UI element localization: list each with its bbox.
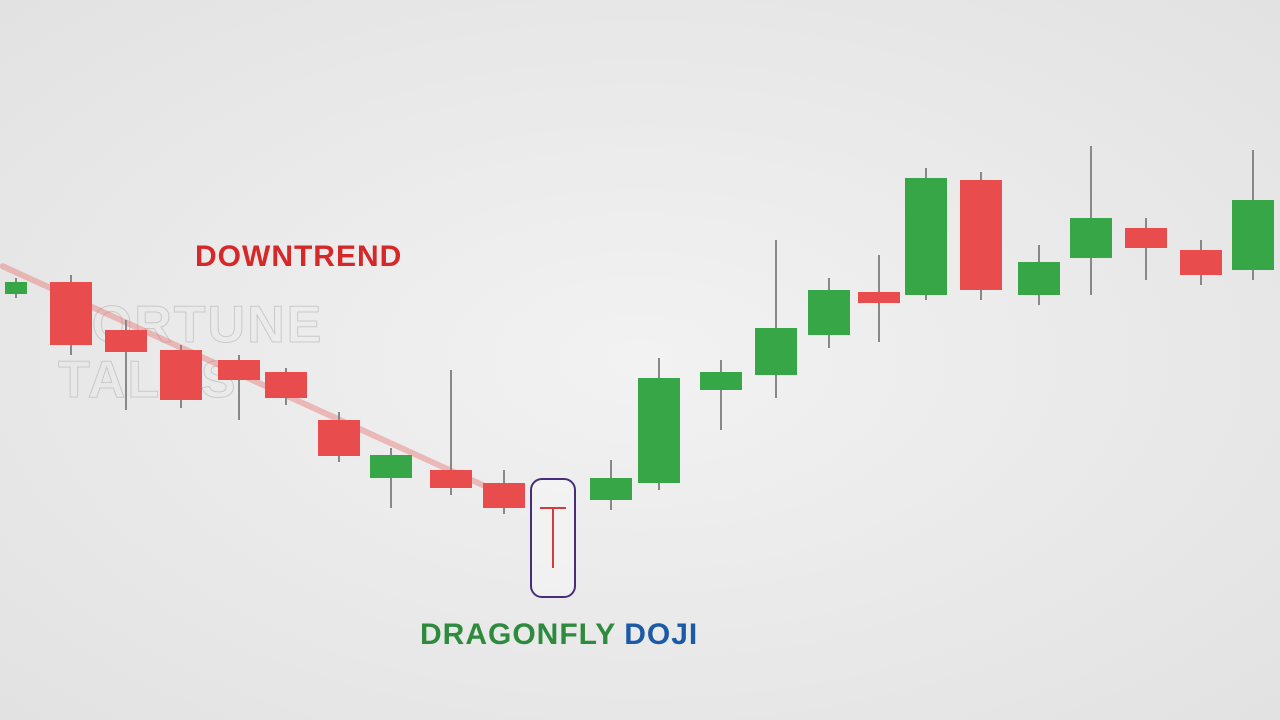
candle [5,0,27,720]
candle [318,0,360,720]
candle [700,0,742,720]
candle [960,0,1002,720]
pattern-word-dragonfly: DRAGONFLY [420,618,616,651]
candle [1070,0,1112,720]
candle [1232,0,1274,720]
candle [590,0,632,720]
downtrend-label: DOWNTREND [195,240,402,274]
candlestick-chart: FORTUNE TALKS DOWNTREND DRAGONFLYDOJI [0,0,1280,720]
dragonfly-doji-highlight [530,478,576,598]
candle [1125,0,1167,720]
candle [905,0,947,720]
candle [1018,0,1060,720]
candle [370,0,412,720]
pattern-word-doji: DOJI [624,618,698,651]
candle [808,0,850,720]
candle [105,0,147,720]
candle [1180,0,1222,720]
candle [483,0,525,720]
candle [50,0,92,720]
candle [160,0,202,720]
pattern-label: DRAGONFLYDOJI [420,618,698,652]
candle [858,0,900,720]
candle [755,0,797,720]
doji-lower-wick [552,508,554,568]
candle [430,0,472,720]
candle [638,0,680,720]
candle [265,0,307,720]
candle [218,0,260,720]
